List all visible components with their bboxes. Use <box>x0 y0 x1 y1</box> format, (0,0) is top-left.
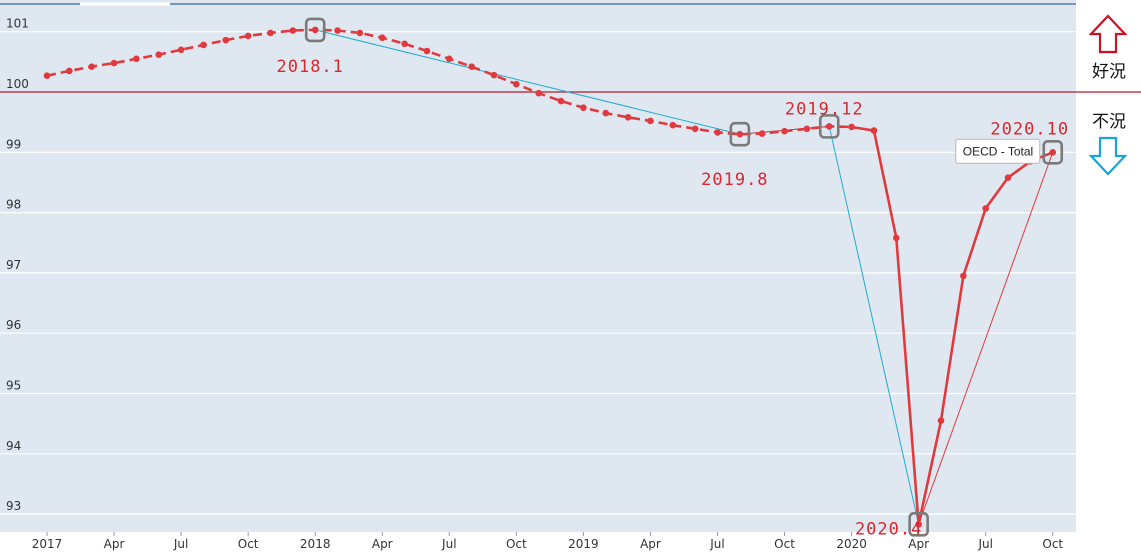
y-tick-label: 93 <box>6 499 21 513</box>
recession-label: 不況 <box>1092 112 1126 132</box>
data-point <box>378 34 386 42</box>
data-point <box>937 417 945 424</box>
data-point <box>401 40 408 48</box>
data-point <box>535 89 542 97</box>
data-point <box>267 29 274 37</box>
data-point <box>691 125 699 133</box>
data-point <box>88 63 95 70</box>
x-tick-label: Oct <box>1042 537 1063 551</box>
data-point <box>66 67 73 75</box>
data-point <box>200 41 207 49</box>
x-tick-label: Oct <box>238 537 259 551</box>
data-point <box>311 26 319 34</box>
y-tick-label: 99 <box>6 137 21 151</box>
tooltip-box <box>955 138 1041 164</box>
data-point <box>490 71 498 79</box>
data-point <box>624 114 632 121</box>
data-point <box>155 51 163 58</box>
x-tick-label: Jul <box>709 537 724 551</box>
annotation-box <box>818 114 840 139</box>
x-tick-label: Oct <box>774 537 795 551</box>
y-tick-label: 100 <box>6 77 29 91</box>
y-tick-label: 94 <box>6 439 21 453</box>
annotation-labels: 2018.1 2019.8 2019.12 2020.4 2020.10 <box>276 57 1069 539</box>
data-point <box>915 521 922 528</box>
data-point <box>1049 149 1057 156</box>
x-axis: 2017 Apr Jul Oct 2018 Apr Jul Oct 2019 Apr Jul Oct 2… <box>32 532 1063 551</box>
annotation-label: 2018.1 <box>276 57 343 77</box>
grid-lines <box>0 31 1076 515</box>
data-point <box>133 55 140 63</box>
boom-label: 好況 <box>1092 62 1126 82</box>
data-point <box>736 130 744 138</box>
y-tick-label: 101 <box>6 17 29 31</box>
x-tick-label: Apr <box>104 537 125 551</box>
data-point <box>803 125 811 133</box>
x-tick-label: Oct <box>506 537 527 551</box>
tooltip-label: OECD - Total <box>963 144 1033 158</box>
y-tick-label: 98 <box>6 198 21 212</box>
x-tick-label: Apr <box>640 537 661 551</box>
x-tick-label: Jul <box>173 537 188 551</box>
data-point <box>43 72 51 80</box>
series-oecd-total <box>43 26 1057 528</box>
trend-line <box>918 152 1054 525</box>
annotation-box <box>729 121 751 147</box>
plot-background <box>0 0 1076 532</box>
x-tick-label: 2018 <box>300 537 331 551</box>
x-tick-label: 2017 <box>32 537 63 551</box>
series-line-solid <box>851 125 1054 525</box>
data-point <box>825 123 833 130</box>
data-point <box>580 104 587 111</box>
data-point <box>870 127 878 134</box>
data-point <box>289 27 297 34</box>
x-tick-label: Jul <box>977 537 992 551</box>
data-point <box>714 129 721 136</box>
annotation-box <box>1042 140 1064 165</box>
data-point <box>960 272 967 280</box>
down-arrow-icon <box>1089 136 1127 176</box>
up-arrow-icon <box>1089 14 1127 54</box>
annotation-label: 2019.12 <box>785 99 864 119</box>
annotation-label: 2020.10 <box>990 119 1069 139</box>
data-point <box>758 130 766 137</box>
annotation-label: 2019.8 <box>701 170 768 190</box>
data-point <box>356 29 364 37</box>
data-point <box>334 27 341 34</box>
data-point <box>446 55 453 63</box>
data-point <box>781 127 788 135</box>
data-point <box>222 36 230 44</box>
data-point <box>557 97 565 105</box>
data-point <box>647 117 654 125</box>
annotation-boxes <box>304 17 1064 537</box>
data-point <box>669 121 677 129</box>
data-point <box>177 46 185 54</box>
y-tick-label: 95 <box>6 379 21 393</box>
data-point <box>468 63 475 70</box>
x-tick-label: 2020 <box>836 537 867 551</box>
tooltip: OECD - Total <box>955 138 1041 164</box>
data-point <box>1004 174 1012 181</box>
annotation-box <box>908 512 929 537</box>
data-point <box>848 123 855 131</box>
data-point <box>110 59 118 67</box>
annotation-label: 2020.4 <box>855 519 922 539</box>
data-point <box>423 47 431 55</box>
x-tick-label: Jul <box>441 537 456 551</box>
y-axis: 93 94 95 96 97 98 99 100 101 <box>6 17 29 513</box>
y-tick-label: 96 <box>6 318 21 332</box>
y-tick-label: 97 <box>6 258 21 272</box>
annotation-box <box>304 17 326 43</box>
data-point <box>982 205 989 212</box>
data-point <box>513 80 520 88</box>
data-point <box>893 234 900 242</box>
x-tick-label: Apr <box>908 537 929 551</box>
x-tick-label: 2019 <box>568 537 599 551</box>
data-point <box>244 32 252 40</box>
data-point <box>602 109 610 117</box>
x-tick-label: Apr <box>372 537 393 551</box>
